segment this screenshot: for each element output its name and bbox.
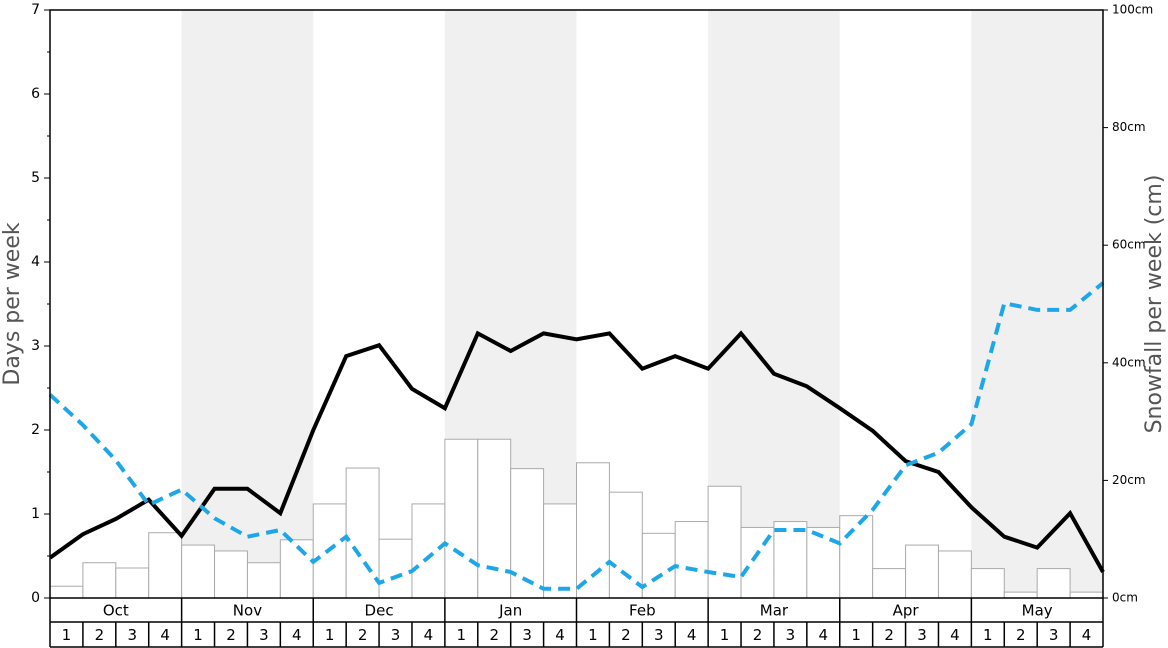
week-label: 3 [391, 626, 401, 644]
y-tick-label: 5 [31, 170, 40, 186]
week-label: 1 [588, 626, 598, 644]
y-tick-label: 1 [31, 506, 40, 522]
y-axis-label: Days per week [0, 222, 25, 385]
week-label: 1 [851, 626, 861, 644]
y2-tick-label: 60cm [1112, 238, 1146, 252]
bar [773, 521, 808, 599]
bar [148, 532, 183, 599]
week-label: 2 [1016, 626, 1026, 644]
week-label: 2 [226, 626, 236, 644]
month-label: Apr [893, 602, 920, 620]
week-label: 4 [819, 626, 829, 644]
week-label: 3 [786, 626, 796, 644]
month-label: Feb [629, 602, 656, 620]
bar [872, 568, 907, 599]
week-label: 1 [325, 626, 335, 644]
line-series [48, 281, 1105, 591]
y-tick-label: 6 [31, 86, 40, 102]
month-label: Dec [365, 602, 394, 620]
bar [115, 567, 150, 599]
week-label: 2 [95, 626, 105, 644]
y-tick-label: 2 [31, 422, 40, 438]
week-label: 3 [127, 626, 137, 644]
bar [608, 491, 643, 599]
week-label: 1 [193, 626, 203, 644]
week-label: 2 [489, 626, 499, 644]
bar [49, 585, 84, 599]
y-tick-label: 4 [31, 254, 40, 270]
bar [214, 550, 248, 599]
week-label: 2 [753, 626, 763, 644]
bar [937, 550, 972, 599]
bar [246, 562, 281, 599]
bar [641, 532, 676, 599]
y2-tick-label: 20cm [1112, 473, 1146, 487]
y2-tick-label: 80cm [1112, 120, 1146, 134]
bar [411, 503, 446, 599]
y-tick-label: 7 [31, 2, 40, 18]
week-label: 1 [983, 626, 993, 644]
week-label: 1 [720, 626, 730, 644]
week-label: 2 [884, 626, 894, 644]
week-label: 4 [292, 626, 302, 644]
line-series [48, 330, 1105, 573]
week-label: 1 [457, 626, 467, 644]
month-label: Mar [760, 602, 789, 620]
bar [806, 526, 841, 599]
week-label: 3 [654, 626, 664, 644]
bar [707, 485, 742, 599]
bar [970, 568, 1005, 599]
week-label: 4 [555, 626, 565, 644]
bar [444, 438, 479, 599]
week-label: 1 [62, 626, 72, 644]
bar [543, 503, 577, 599]
week-label: 4 [424, 626, 434, 644]
y-tick-label: 0 [31, 590, 40, 606]
bar [181, 544, 216, 599]
month-label: Nov [233, 602, 262, 620]
bar [905, 544, 939, 599]
y-tick-label: 3 [31, 338, 40, 354]
bar [1036, 568, 1071, 599]
month-band [971, 10, 1103, 598]
bar [674, 521, 709, 599]
week-label: 3 [917, 626, 927, 644]
week-label: 2 [621, 626, 631, 644]
y2-tick-label: 0cm [1112, 591, 1138, 605]
week-label: 3 [259, 626, 269, 644]
bar [1069, 591, 1104, 599]
y2-axis-label: Snowfall per week (cm) [1142, 175, 1167, 434]
week-label: 4 [687, 626, 697, 644]
week-label: 4 [160, 626, 170, 644]
y2-tick-label: 40cm [1112, 355, 1146, 369]
y2-tick-label: 100cm [1112, 3, 1153, 17]
bar [1003, 591, 1038, 599]
bar [378, 538, 413, 599]
month-label: Oct [103, 602, 129, 620]
bar [839, 515, 874, 599]
month-label: Jan [498, 602, 522, 620]
week-label: 4 [950, 626, 960, 644]
week-label: 4 [1082, 626, 1092, 644]
week-label: 2 [358, 626, 368, 644]
bar [477, 438, 512, 599]
bar [82, 562, 117, 599]
week-label: 3 [1049, 626, 1059, 644]
week-label: 3 [522, 626, 532, 644]
month-band [181, 10, 314, 598]
month-label: May [1022, 602, 1053, 620]
